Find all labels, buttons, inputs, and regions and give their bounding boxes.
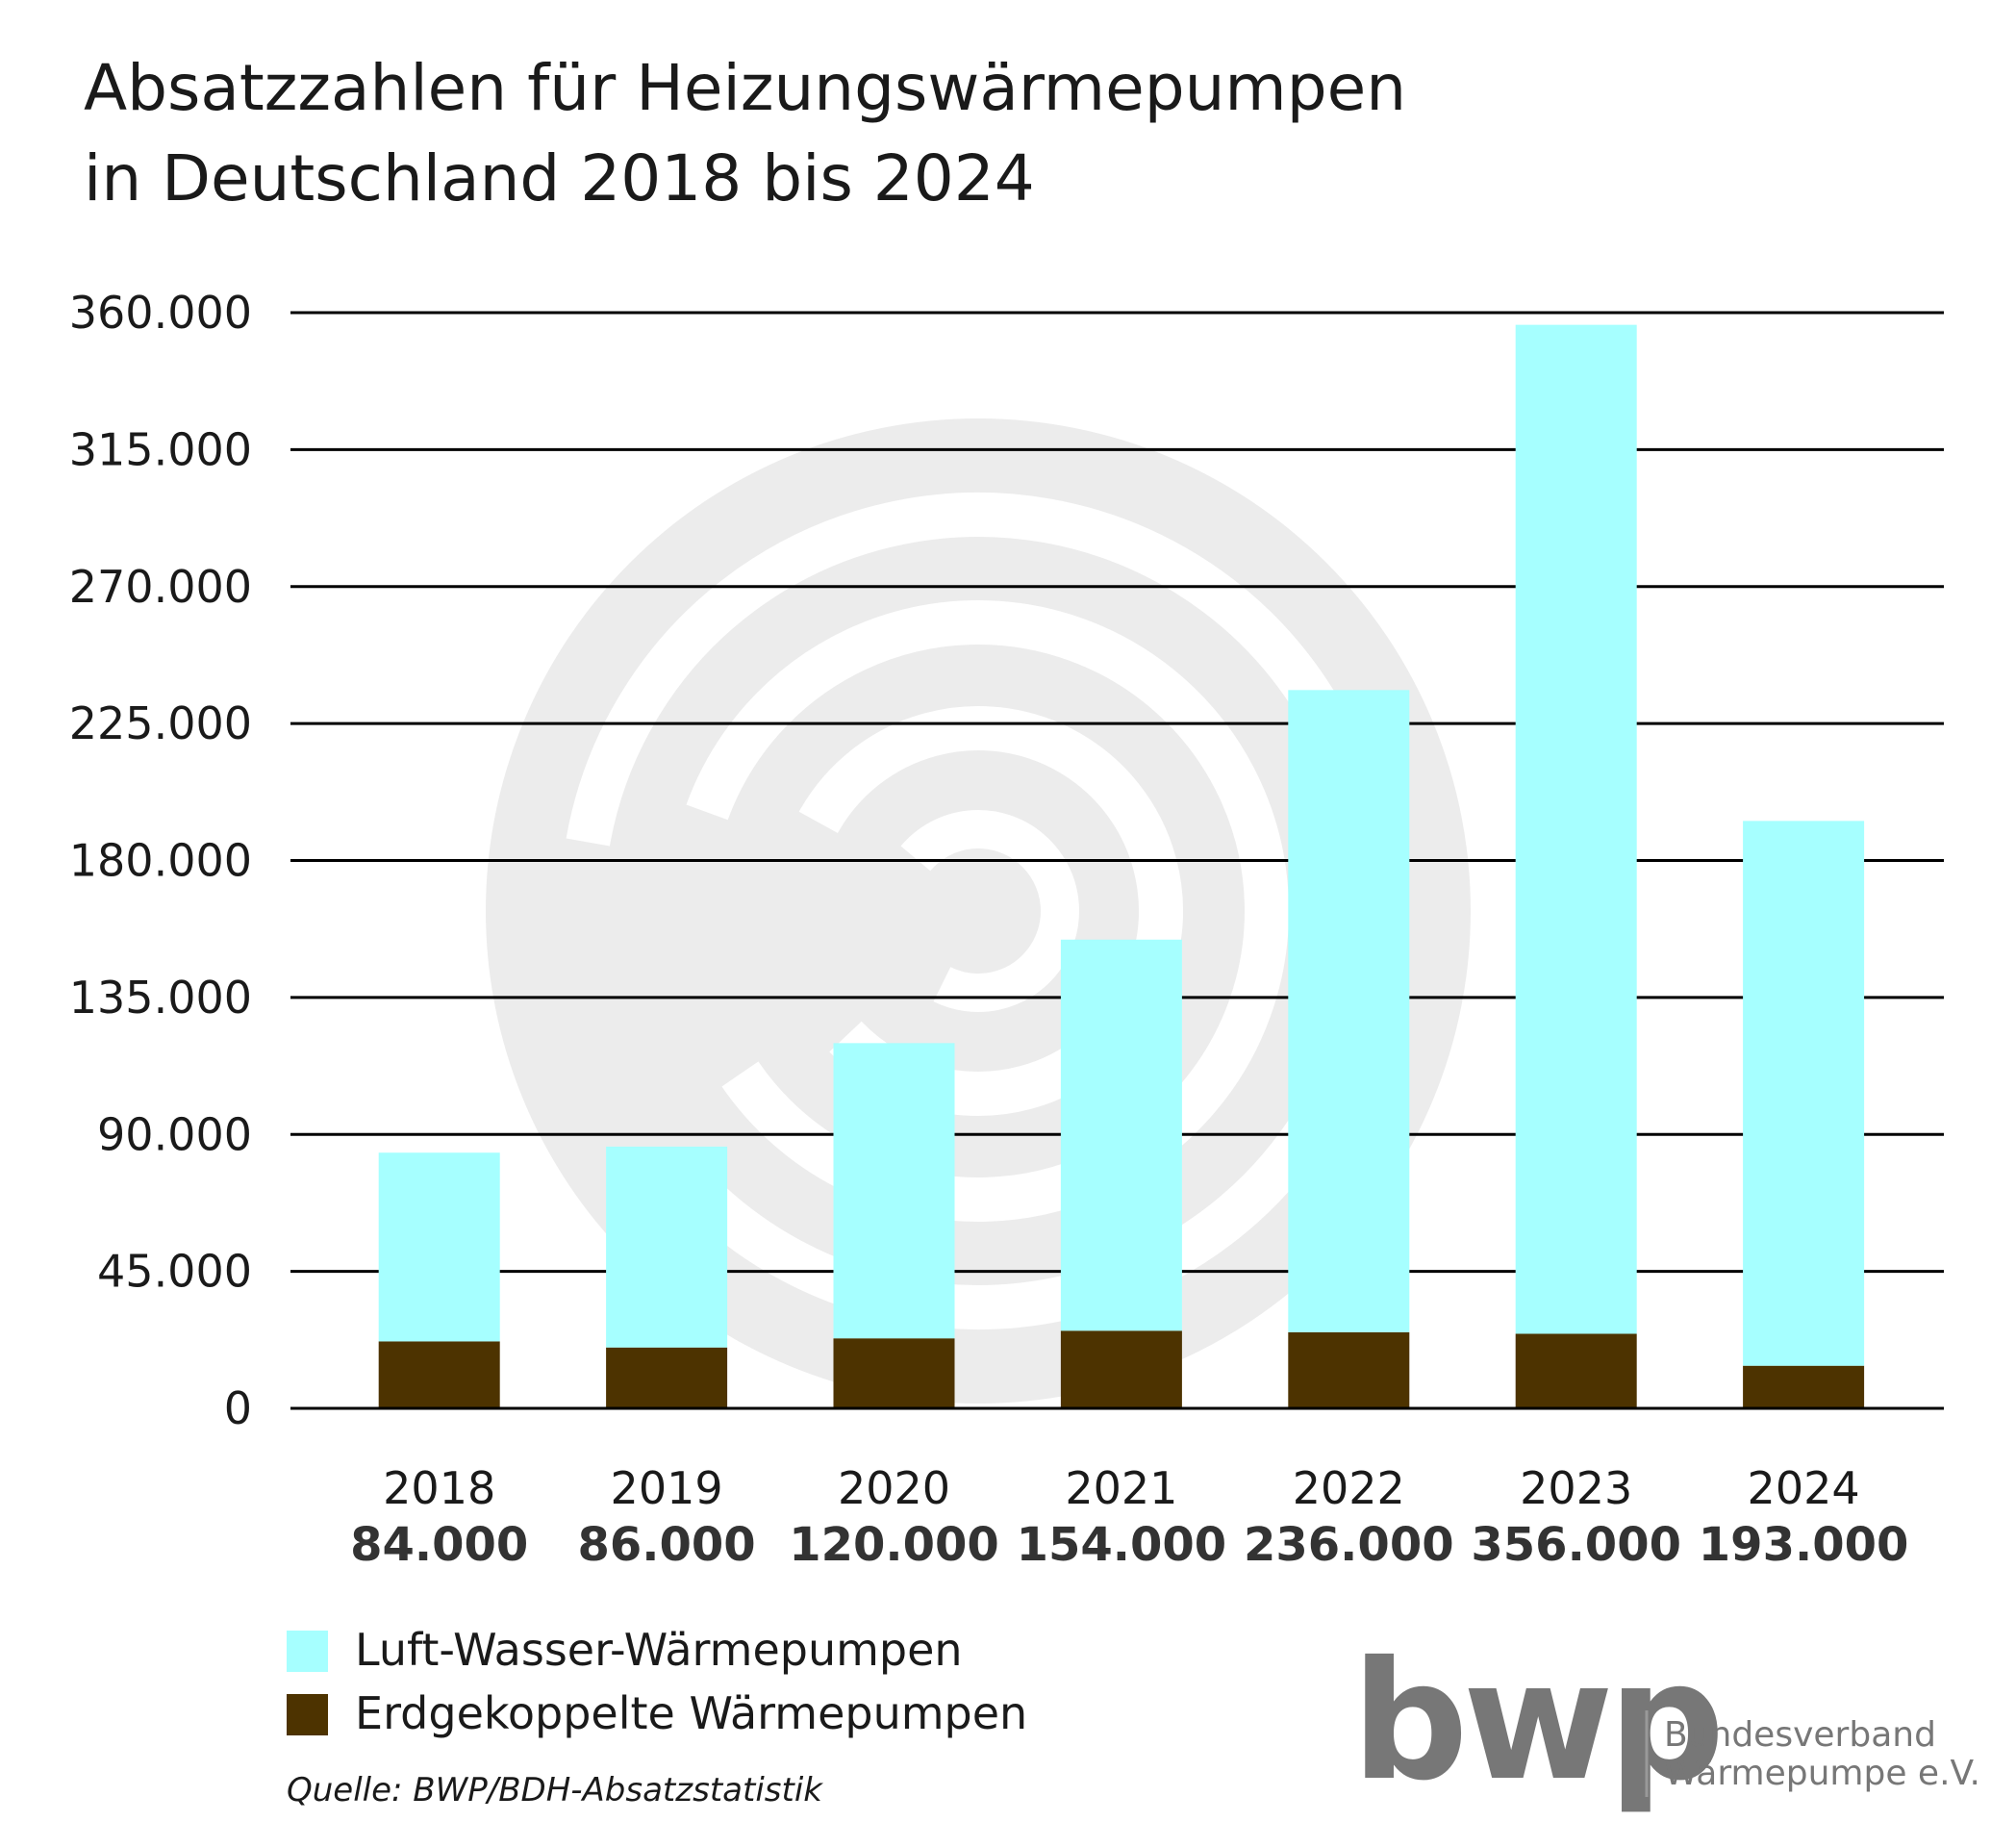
bar-segment (378, 1152, 500, 1342)
bar-segment (606, 1146, 728, 1348)
chart-title: Absatzzahlen für Heizungswärmepumpen (84, 51, 1406, 125)
x-tick-label: 2020 (838, 1462, 950, 1514)
source: Quelle: BWP/BDH-Absatzstatistik (287, 1771, 823, 1809)
total-label: 86.000 (577, 1518, 755, 1572)
total-label: 193.000 (1699, 1518, 1909, 1572)
bar-segment (606, 1347, 728, 1408)
x-tick-label: 2023 (1520, 1462, 1632, 1514)
bar-segment (1515, 1333, 1637, 1408)
logo-text: Wärmepumpe e.V. (1664, 1754, 1980, 1793)
y-tick-label: 135.000 (69, 972, 252, 1024)
bar-segment (833, 1043, 955, 1339)
bar-segment (1060, 939, 1182, 1331)
total-label: 236.000 (1244, 1518, 1454, 1572)
y-tick-label: 180.000 (69, 835, 252, 887)
y-tick-label: 90.000 (97, 1108, 252, 1160)
y-tick-label: 360.000 (69, 287, 252, 339)
legend-swatch (287, 1694, 328, 1735)
bar-segment (1515, 324, 1637, 1334)
legend-label: Erdgekoppelte Wärmepumpen (355, 1687, 1027, 1739)
y-tick-label: 45.000 (97, 1246, 252, 1298)
logo-text: Bundesverband (1664, 1715, 1936, 1755)
legend-swatch (287, 1631, 328, 1672)
x-tick-label: 2024 (1748, 1462, 1860, 1514)
y-tick-label: 315.000 (69, 423, 252, 475)
bar-segment (1060, 1330, 1182, 1408)
bar-segment (1743, 821, 1865, 1366)
y-tick-label: 0 (224, 1382, 252, 1434)
x-tick-label: 2021 (1065, 1462, 1177, 1514)
total-label: 356.000 (1471, 1518, 1681, 1572)
y-tick-label: 225.000 (69, 697, 252, 749)
bar-segment (1288, 1331, 1410, 1408)
legend-label: Luft-Wasser-Wärmepumpen (355, 1624, 963, 1676)
x-tick-label: 2019 (611, 1462, 723, 1514)
logo-mark: bwp (1351, 1627, 1719, 1817)
bar-segment (1288, 690, 1410, 1332)
bar-segment (833, 1338, 955, 1408)
bar-segment (378, 1341, 500, 1408)
chart-title: in Deutschland 2018 bis 2024 (84, 141, 1035, 215)
y-tick-label: 270.000 (69, 561, 252, 613)
bar-segment (1743, 1365, 1865, 1408)
x-tick-label: 2018 (383, 1462, 495, 1514)
x-tick-label: 2022 (1293, 1462, 1405, 1514)
total-label: 154.000 (1017, 1518, 1227, 1572)
total-label: 84.000 (350, 1518, 528, 1572)
total-label: 120.000 (789, 1518, 999, 1572)
